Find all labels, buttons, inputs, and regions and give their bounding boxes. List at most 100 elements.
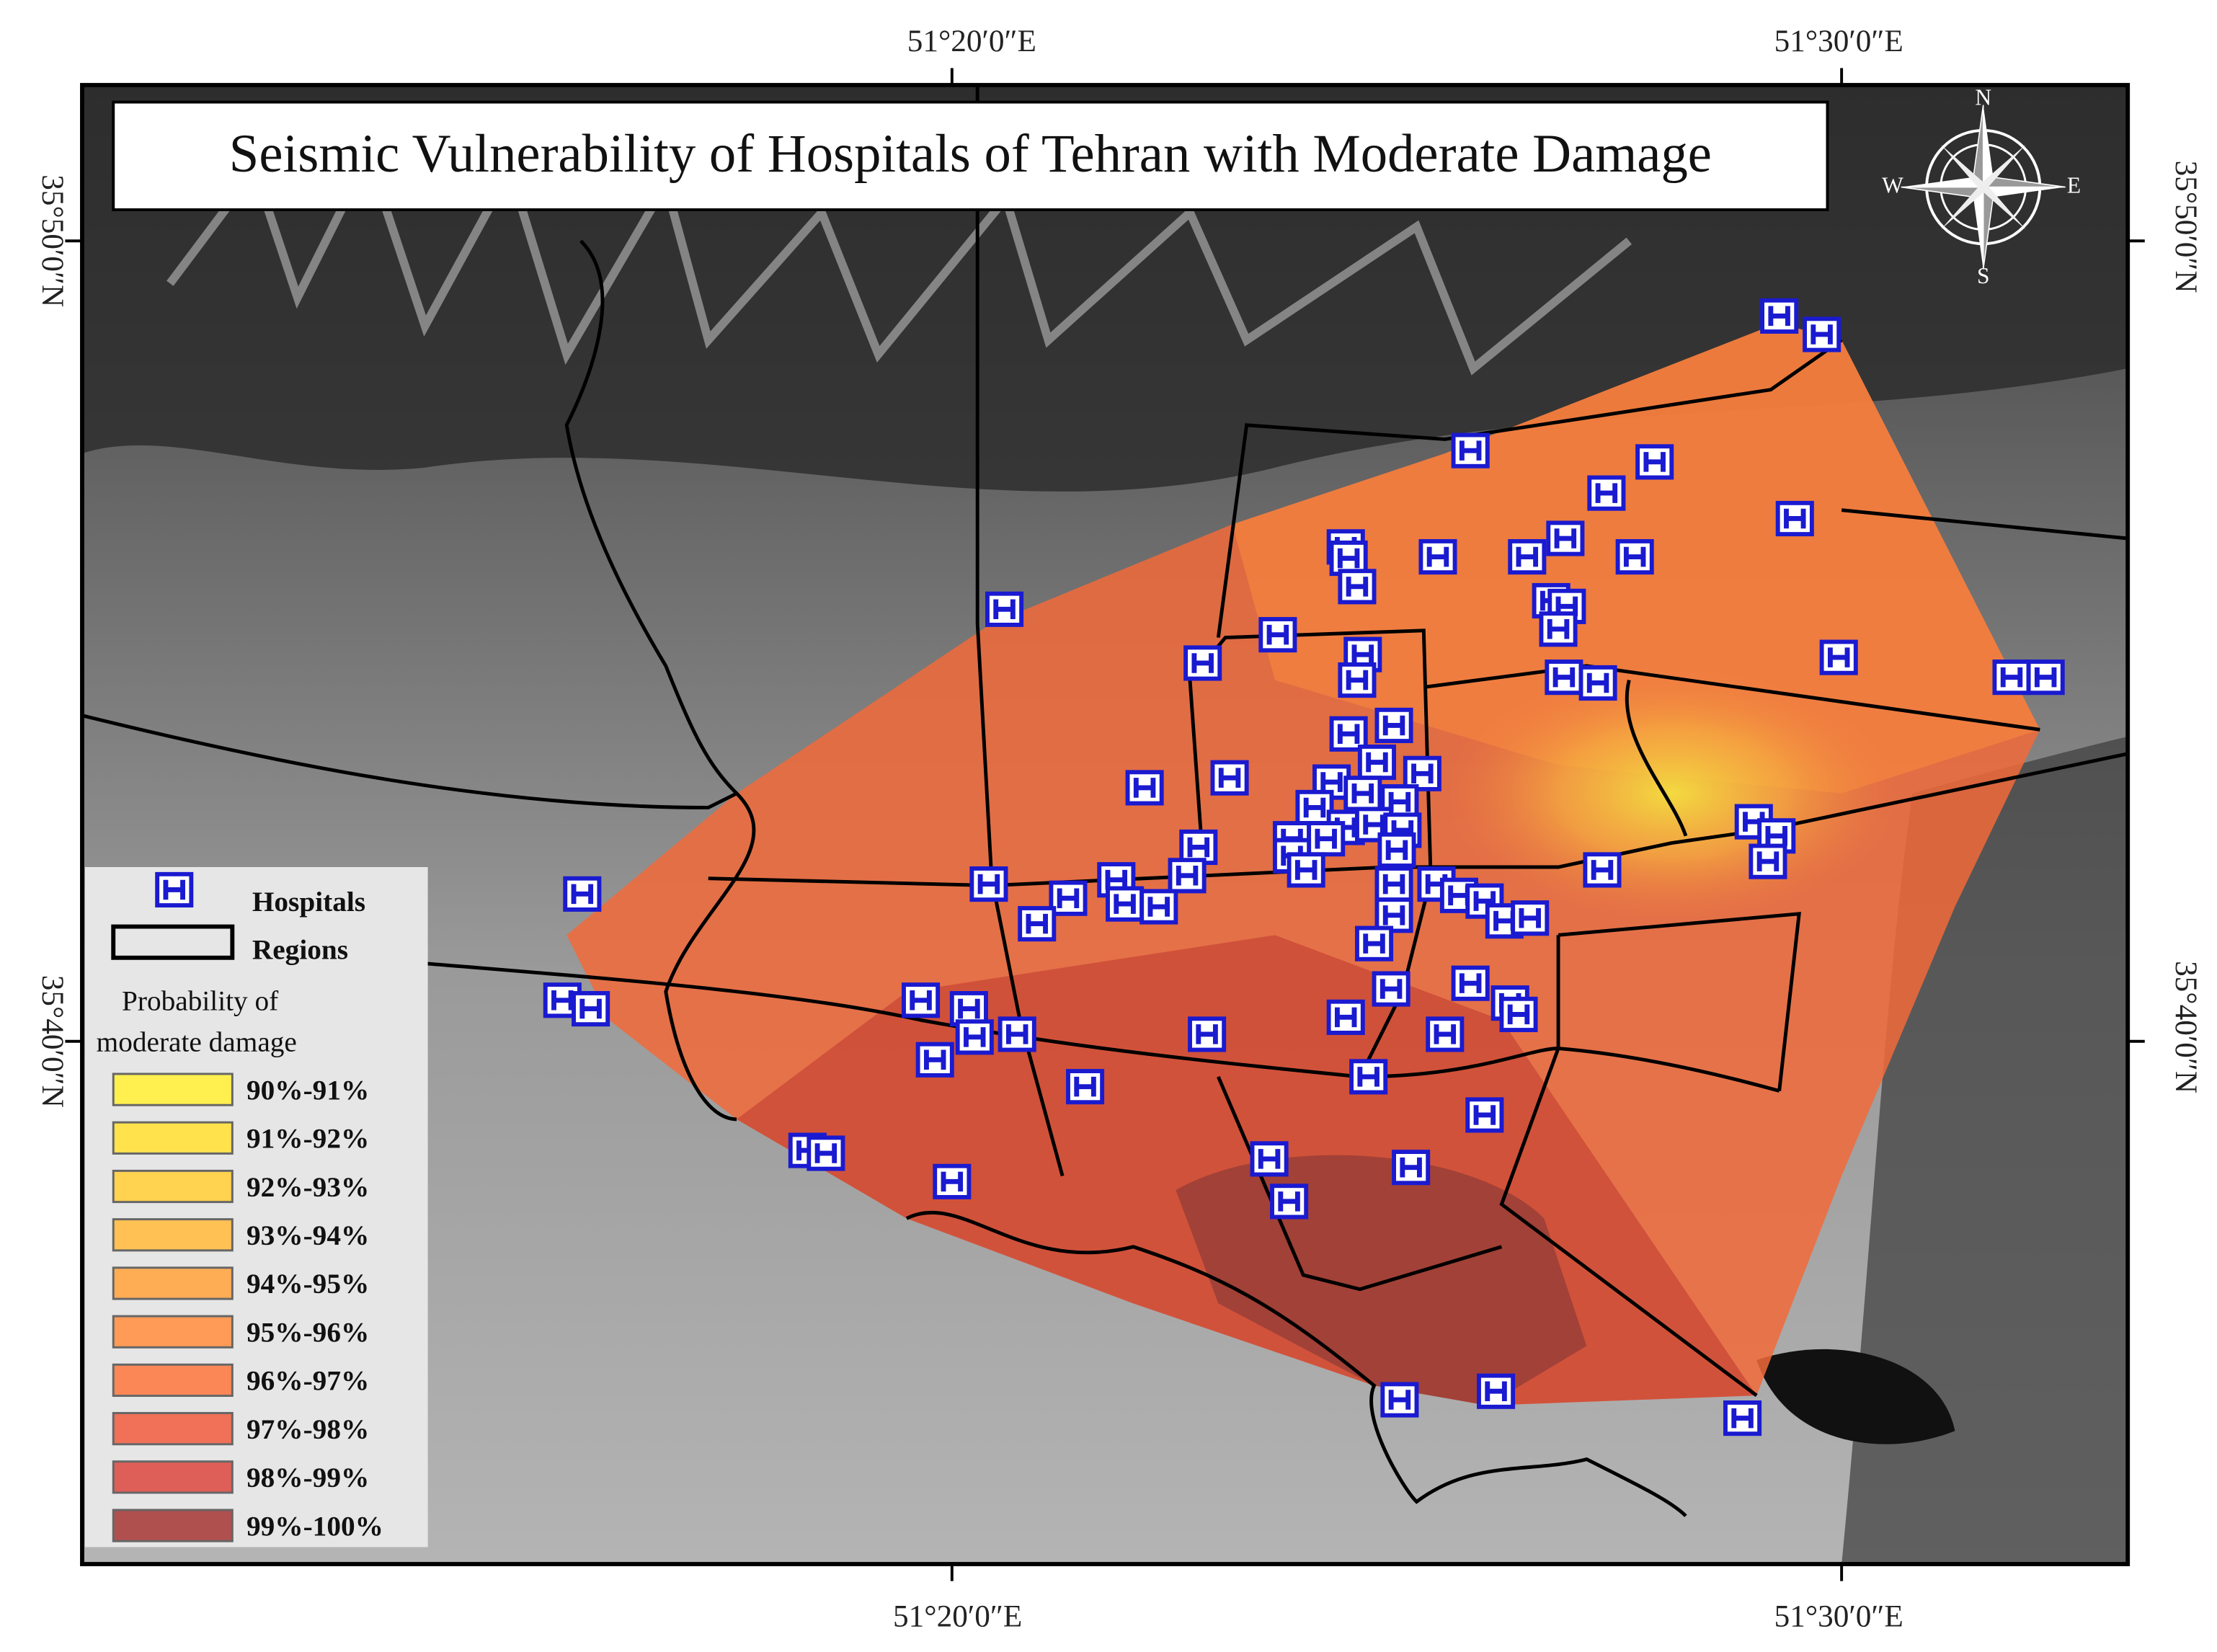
legend-class-label: 98%-99% <box>246 1462 369 1493</box>
hospital-icon <box>1307 821 1346 857</box>
compass-south: S <box>1977 263 1989 288</box>
hospital-icon-h <box>1388 1390 1411 1410</box>
legend-class-label: 95%-96% <box>246 1316 369 1348</box>
hospital-icon <box>1583 852 1622 888</box>
hospital-icon-box <box>1287 852 1325 888</box>
hospital-icon-h <box>1382 874 1405 894</box>
hospital-icon-h <box>1337 724 1360 745</box>
hospital-icon <box>1372 971 1410 1007</box>
hospital-icon-h <box>1756 851 1780 871</box>
hospital-icon-h <box>1586 672 1609 693</box>
hospital-icon <box>1097 862 1136 898</box>
hospital-icon-h <box>1768 306 1790 327</box>
graticule-ticks <box>65 68 2145 1581</box>
grid-label-top: 51°30′0″E <box>1774 24 1903 58</box>
hospital-icon <box>1188 1016 1227 1052</box>
hospital-icon <box>1465 883 1504 919</box>
hospital-icon-h <box>910 990 932 1011</box>
legend: Hospitals Regions Probability of moderat… <box>84 866 428 1547</box>
hospital-icon-box <box>1326 999 1365 1035</box>
legend-class-label: 96%-97% <box>246 1365 369 1397</box>
compass-west: W <box>1882 172 1903 197</box>
hospital-icon-h <box>1382 715 1405 736</box>
hospital-icon-h <box>958 998 980 1019</box>
hospital-icon-h <box>1385 840 1408 861</box>
hospital-icon-h <box>571 884 594 905</box>
hospital-icon <box>1723 1400 1762 1436</box>
legend-class-label: 93%-94% <box>246 1220 369 1251</box>
hospital-icon-h <box>1400 1157 1422 1178</box>
hospital-icon <box>1295 789 1334 826</box>
hospital-icon-box <box>1168 858 1207 894</box>
compass-rose: N S W E <box>1882 85 2081 289</box>
hospital-icon-h <box>1827 647 1850 667</box>
hospital-icon-h <box>964 1027 986 1047</box>
hospital-icon <box>563 876 602 912</box>
legend-hospital-icon <box>155 871 194 908</box>
hospital-icon <box>1250 1141 1289 1177</box>
hospital-icon-box <box>1374 897 1413 933</box>
compass-east: E <box>2067 172 2081 197</box>
title-box <box>112 100 1829 211</box>
hospital-icon-h <box>1176 866 1199 886</box>
hospital-icon <box>1477 1373 1516 1409</box>
hospital-icon-h <box>977 874 1000 894</box>
compass-diagonals <box>1940 144 2026 230</box>
hospital-icon-h <box>1765 826 1787 846</box>
boundary-lines <box>81 714 1780 1517</box>
legend-swatch <box>112 1509 234 1542</box>
hospital-icon-h <box>1005 1024 1028 1044</box>
hospital-icon <box>1635 444 1674 480</box>
hospital-icon-h <box>1507 1004 1530 1025</box>
hospital-icon-h <box>1434 1024 1457 1044</box>
hospital-icon-h <box>1334 1007 1357 1028</box>
grid-label-bottom: 51°20′0″E <box>893 1599 1022 1634</box>
legend-swatch <box>112 1460 234 1494</box>
hospital-icon <box>1287 852 1325 888</box>
hospital-icon-h <box>1411 763 1434 784</box>
boundary-north <box>564 239 738 795</box>
hospital-icon <box>1403 755 1441 791</box>
hospital-icon <box>1418 538 1457 575</box>
hospital-icon <box>1426 1016 1465 1052</box>
hospital-icon-box <box>969 866 1008 902</box>
hospital-icon-h <box>1595 483 1618 503</box>
hospital-icon-h <box>1346 577 1369 597</box>
hospital-icon <box>1338 569 1377 605</box>
hospital-icon <box>1326 999 1365 1035</box>
hospital-icon <box>998 1016 1036 1052</box>
hospital-icon-h <box>1196 1024 1218 1044</box>
hospital-icon <box>949 990 988 1027</box>
hospital-icon-box <box>1258 617 1297 653</box>
hospital-icon-box <box>998 1016 1036 1052</box>
hospital-icon-h <box>579 998 602 1019</box>
legend-swatch <box>112 1315 234 1349</box>
hospital-icon <box>1066 1069 1105 1105</box>
hospital-icon-h <box>1303 797 1326 818</box>
legend-title: Probability of <box>122 985 279 1017</box>
hospital-icon <box>1615 538 1654 575</box>
hospital-icon <box>985 591 1024 627</box>
hospital-icon <box>572 990 610 1027</box>
hospital-icon-box <box>1392 1150 1431 1186</box>
hospital-icon <box>969 866 1008 902</box>
grid-label-right: 35°40′0″N <box>2169 961 2203 1093</box>
hospital-icon <box>1270 1184 1309 1220</box>
hospital-icon-box <box>1583 852 1622 888</box>
legend-class-label: 94%-95% <box>246 1268 369 1300</box>
legend-swatch <box>112 1363 234 1397</box>
hospital-icon-h <box>1426 546 1449 567</box>
hospital-icon-h <box>1379 979 1403 999</box>
hospital-icon <box>1992 660 2031 696</box>
grid-label-bottom: 51°30′0″E <box>1774 1599 1903 1634</box>
hospital-icon-box <box>1329 716 1368 752</box>
grid-label-top: 51°20′0″E <box>907 24 1036 58</box>
hospital-icon-box <box>1587 475 1626 511</box>
hospital-icon <box>1760 298 1799 334</box>
hospital-icon-box <box>1465 883 1504 919</box>
hospital-icon <box>1374 866 1413 902</box>
hospital-icon <box>933 1163 972 1199</box>
legend-class-label: 92%-93% <box>246 1171 369 1203</box>
map-frame <box>80 83 2131 1566</box>
